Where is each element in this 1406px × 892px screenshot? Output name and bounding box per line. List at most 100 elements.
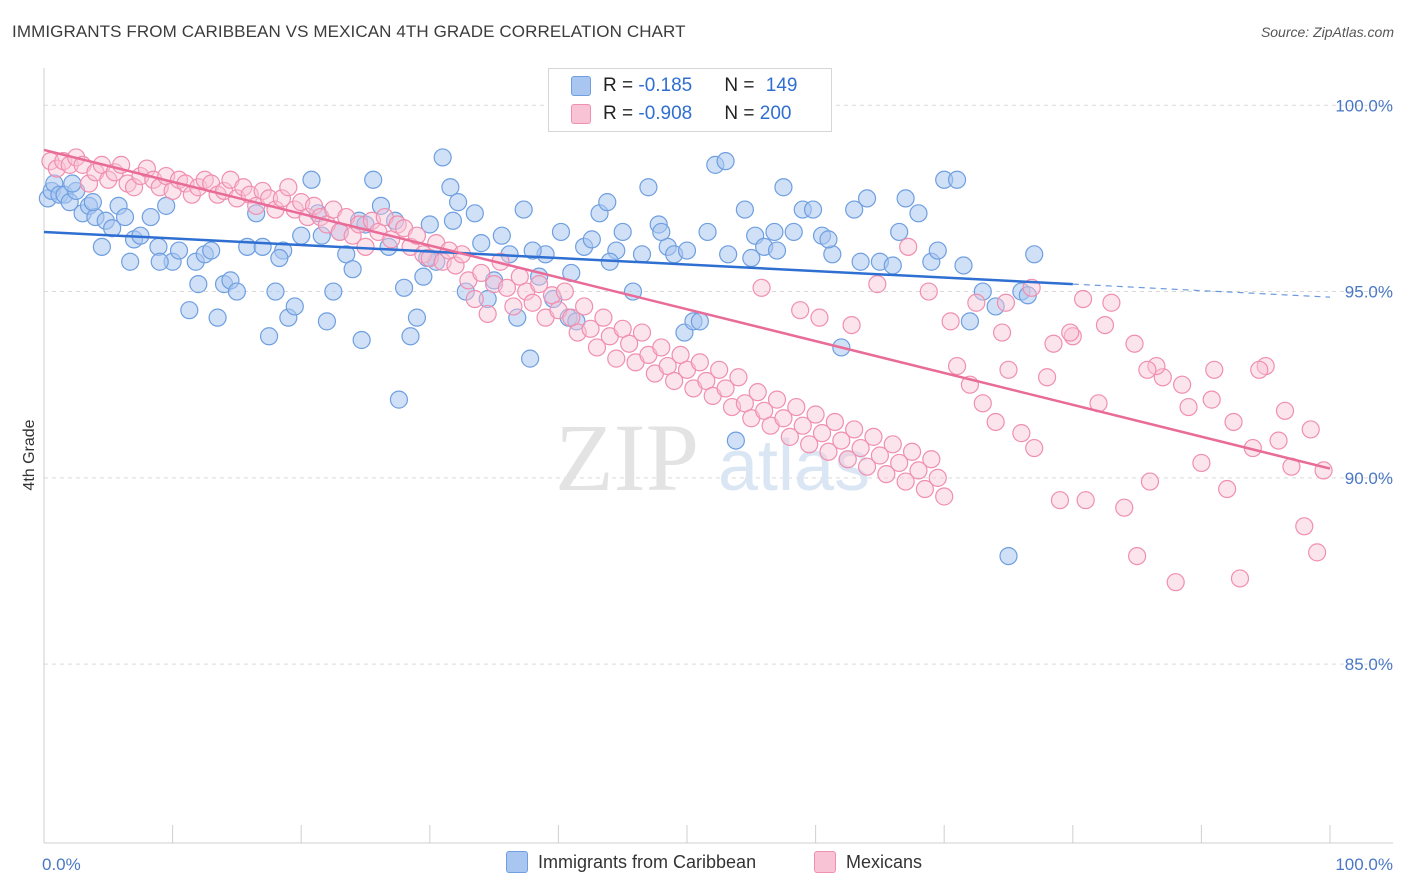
mexicans-point-194 xyxy=(1138,360,1157,379)
mexicans-point-57 xyxy=(407,226,427,245)
caribbean-point-96 xyxy=(735,200,754,219)
caribbean-point-66 xyxy=(492,226,511,245)
mexicans-point-139 xyxy=(935,487,954,506)
mexicans-point-110 xyxy=(748,383,767,402)
legend-n-value: 200 xyxy=(759,103,792,124)
chart-title: IMMIGRANTS FROM CARIBBEAN VS MEXICAN 4TH… xyxy=(12,22,686,41)
mexicans-point-160 xyxy=(1205,360,1224,379)
mexicans-point-167 xyxy=(1295,517,1314,536)
mexicans-point-186 xyxy=(1275,401,1295,420)
caribbean-point-136 xyxy=(652,222,671,242)
caribbean-point-91 xyxy=(690,312,709,331)
mexicans-point-30 xyxy=(234,178,253,197)
legend-item-caribbean: Immigrants from Caribbean xyxy=(506,851,756,873)
mexicans-point-132 xyxy=(890,453,909,473)
y-tick-label-2: 95.0% xyxy=(1345,283,1393,302)
legend-n-label: N = xyxy=(724,75,760,96)
caribbean-point-10 xyxy=(92,237,111,256)
mexicans-point-92 xyxy=(632,323,652,342)
caribbean-point-128 xyxy=(270,248,289,268)
caribbean-point-74 xyxy=(551,222,571,242)
y-tick-label-0: 85.0% xyxy=(1345,655,1393,674)
caribbean-point-139 xyxy=(742,248,761,268)
mexicans-point-71 xyxy=(497,278,517,297)
mexicans-point-168 xyxy=(1308,543,1327,562)
x-tick-label-1: 100.0% xyxy=(1335,855,1393,874)
mexicans-point-175 xyxy=(992,323,1012,342)
caribbean-trendline xyxy=(43,230,1073,286)
mexicans-point-136 xyxy=(915,479,935,499)
mexicans-point-84 xyxy=(581,319,600,338)
mexicans-point-105 xyxy=(716,379,735,398)
caribbean-point-62 xyxy=(465,204,484,223)
mexicans-point-162 xyxy=(1230,569,1250,588)
caribbean-point-28 xyxy=(227,282,246,301)
legend-label-mexicans: Mexicans xyxy=(846,851,923,872)
caribbean-point-69 xyxy=(514,200,533,219)
mexicans-point-41 xyxy=(304,196,324,215)
mexicans-point-155 xyxy=(1140,472,1160,491)
mexicans-point-116 xyxy=(787,397,806,417)
caribbean-point-54 xyxy=(407,308,427,327)
legend-label-caribbean: Immigrants from Caribbean xyxy=(538,851,757,872)
source-label: Source: ZipAtlas.com xyxy=(1260,24,1394,40)
caribbean-point-117 xyxy=(973,282,992,301)
mexicans-point-147 xyxy=(1037,368,1057,387)
caribbean-point-12 xyxy=(103,219,122,238)
trendlines xyxy=(43,148,1331,470)
y-tick-label-3: 100.0% xyxy=(1335,96,1393,115)
mexicans-point-145 xyxy=(1012,424,1031,443)
caribbean-point-144 xyxy=(928,241,947,260)
mexicans-point-184 xyxy=(1224,412,1243,432)
mexicans-point-144 xyxy=(999,360,1018,379)
caribbean-point-107 xyxy=(845,200,864,219)
mexicans-point-131 xyxy=(883,435,902,454)
caribbean-point-78 xyxy=(582,230,601,249)
stats-legend: R = -0.185 N = 149 R = -0.908 N = 200 xyxy=(548,68,832,132)
mexicans-point-133 xyxy=(896,472,915,491)
mexicans-point-114 xyxy=(774,409,793,428)
mexicans-point-134 xyxy=(902,442,922,461)
mexicans-point-146 xyxy=(1025,438,1044,458)
mexicans-point-36 xyxy=(272,189,292,208)
mexicans-point-75 xyxy=(523,293,542,312)
mexicans-point-189 xyxy=(791,301,810,320)
caribbean-point-48 xyxy=(364,170,383,189)
caribbean-point-45 xyxy=(343,260,362,279)
mexicans-point-154 xyxy=(1127,547,1147,566)
caribbean-point-95 xyxy=(726,431,745,450)
legend-row-caribbean: R = -0.185 N = 149 xyxy=(571,73,797,99)
mexicans-point-153 xyxy=(1115,498,1134,517)
mexicans-point-33 xyxy=(253,181,272,201)
caribbean-point-110 xyxy=(883,256,902,275)
x-tick-label-0: 0.0% xyxy=(42,855,81,874)
mexicans-point-190 xyxy=(842,315,861,335)
mexicans-point-119 xyxy=(806,405,825,424)
caribbean-point-21 xyxy=(169,241,189,260)
watermark: ZIP atlas xyxy=(555,404,870,511)
y-axis-label: 4th Grade xyxy=(21,419,38,490)
tick-labels: 85.0% 90.0% 95.0% 100.0% 0.0% 100.0% xyxy=(42,96,1393,874)
caribbean-point-41 xyxy=(317,312,337,331)
caribbean-point-119 xyxy=(999,547,1018,566)
mexicans-point-101 xyxy=(690,353,709,372)
mexicans-point-129 xyxy=(870,446,890,465)
mexicans-point-122 xyxy=(825,412,844,432)
mexicans-point-125 xyxy=(845,420,864,439)
caribbean-point-94 xyxy=(716,152,735,171)
mexicans-point-130 xyxy=(877,465,896,484)
mexicans-point-13 xyxy=(124,178,144,197)
caribbean-point-105 xyxy=(823,245,842,264)
caribbean-point-30 xyxy=(247,204,266,223)
caribbean-point-63 xyxy=(472,234,491,253)
mexicans-point-179 xyxy=(1095,315,1115,335)
caribbean-point-122 xyxy=(63,174,82,193)
caribbean-point-31 xyxy=(253,237,272,256)
mexicans-point-72 xyxy=(504,297,523,316)
mexicans-point-128 xyxy=(864,427,883,446)
legend-n-label: N = xyxy=(724,103,760,124)
legend-n-value: 149 xyxy=(765,75,798,96)
caribbean-point-50 xyxy=(379,237,398,256)
mexicans-point-156 xyxy=(1153,368,1172,387)
mexicans-point-182 xyxy=(1173,375,1192,394)
